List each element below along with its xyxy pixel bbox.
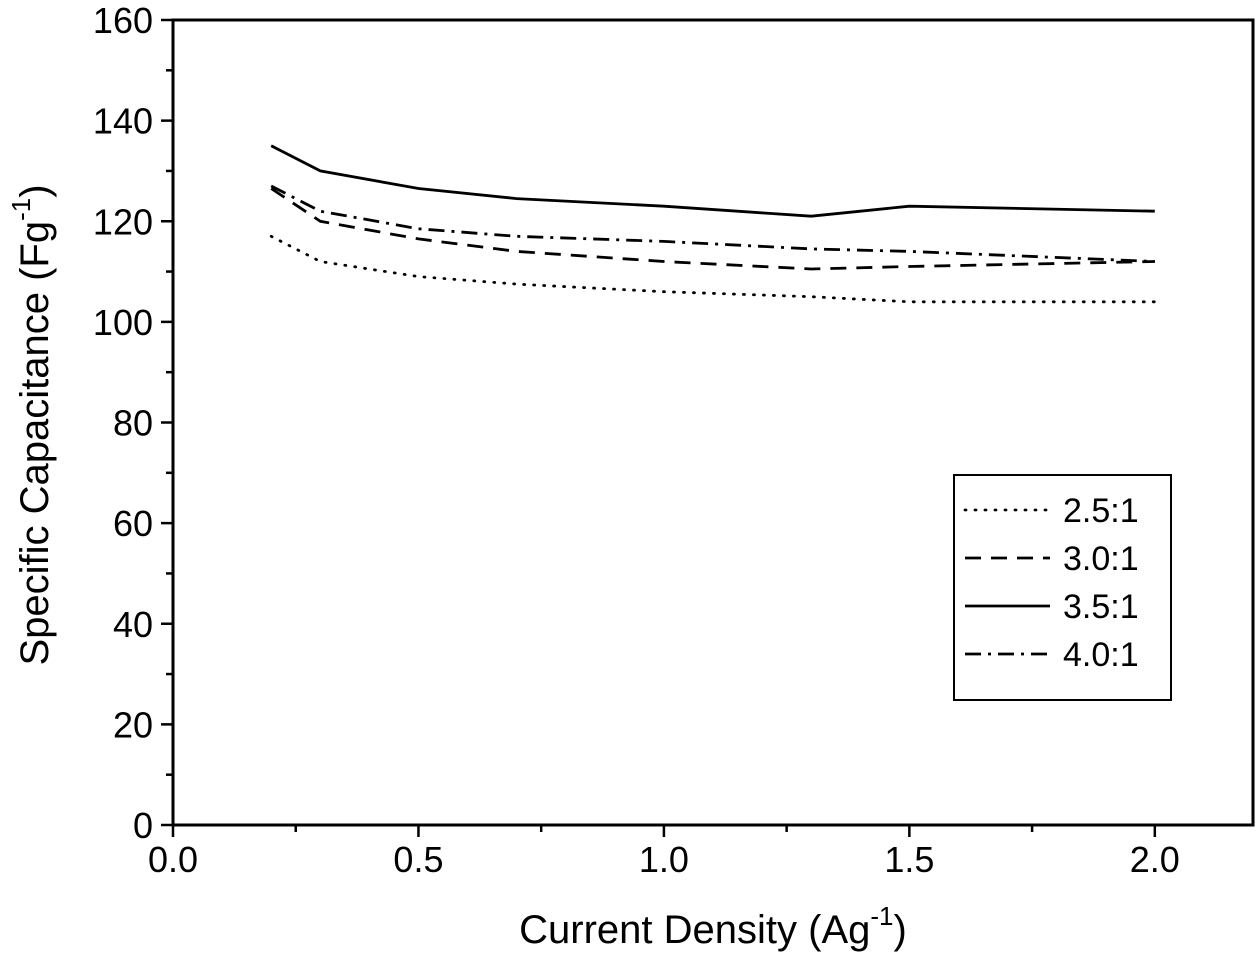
y-tick-label: 140 xyxy=(93,101,153,142)
x-tick-label: 1.5 xyxy=(884,839,934,880)
axis-ticks xyxy=(161,18,1157,837)
axis-tick-labels: 0.0 0.5 1.0 1.5 2.0 0 20 40 60 80 100 120 140 160 xyxy=(93,0,1180,880)
y-tick-label: 40 xyxy=(113,604,153,645)
legend-box xyxy=(953,474,1172,701)
y-tick-label: 0 xyxy=(133,805,153,846)
x-axis-title: Current Density (Ag-1) xyxy=(519,901,907,952)
series-line-4 xyxy=(270,184,1155,263)
legend: 2.5:1 3.0:1 3.5:1 4.0:1 xyxy=(953,474,1172,701)
plot-frame xyxy=(171,18,1255,827)
y-tick-label: 120 xyxy=(93,201,153,242)
y-axis-title: Specific Capacitance (Fg-1) xyxy=(6,184,57,665)
y-tick-label: 20 xyxy=(113,704,153,745)
series-lines xyxy=(269,144,1157,304)
x-tick-label: 2.0 xyxy=(1130,839,1180,880)
series-line-2 xyxy=(270,187,1155,271)
y-tick-label: 160 xyxy=(93,0,153,41)
legend-label: 3.0:1 xyxy=(1063,540,1139,578)
series-line-1 xyxy=(269,234,1157,304)
x-tick-label: 0.5 xyxy=(393,839,443,880)
y-tick-label: 80 xyxy=(113,403,153,444)
legend-label: 3.5:1 xyxy=(1063,588,1139,626)
legend-label: 4.0:1 xyxy=(1063,636,1139,674)
series-line-3 xyxy=(270,144,1155,218)
legend-items: 2.5:1 3.0:1 3.5:1 4.0:1 xyxy=(963,492,1139,674)
x-tick-label: 0.0 xyxy=(148,839,198,880)
y-tick-label: 100 xyxy=(93,302,153,343)
legend-label: 2.5:1 xyxy=(1063,492,1139,530)
y-tick-label: 60 xyxy=(113,503,153,544)
x-tick-label: 1.0 xyxy=(639,839,689,880)
